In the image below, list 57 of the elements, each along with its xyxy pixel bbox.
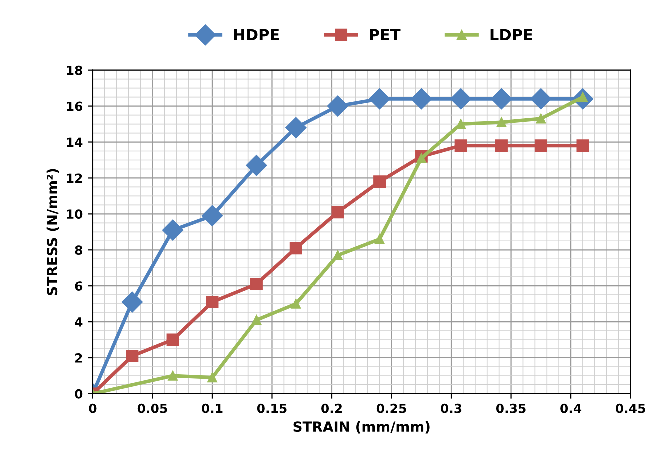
x-tick-label: 0.05: [138, 404, 168, 414]
y-tick-label: 0: [75, 389, 83, 399]
x-tick-label: 0.25: [376, 404, 406, 414]
y-tick-label: 14: [67, 138, 83, 148]
legend-label: LDPE: [490, 29, 532, 40]
point: [333, 250, 343, 260]
x-tick-label: 0.35: [496, 404, 526, 414]
point: [495, 140, 508, 152]
point: [534, 140, 548, 152]
y-tick-label: 6: [75, 282, 83, 292]
point: [416, 154, 426, 164]
point: [122, 292, 143, 313]
point: [491, 88, 512, 110]
y-tick-label: 16: [67, 102, 83, 112]
legend-label: PET: [370, 29, 401, 40]
point: [252, 315, 262, 326]
point: [166, 334, 180, 346]
y-axis-title: STRESS (N/mm²): [46, 169, 60, 296]
x-tick-label: 0.4: [560, 404, 582, 414]
point: [456, 119, 466, 130]
point: [332, 206, 344, 219]
x-tick-label: 0: [89, 404, 97, 414]
point: [206, 296, 219, 309]
point: [411, 88, 432, 110]
point: [450, 88, 472, 110]
point: [530, 88, 552, 110]
point: [327, 96, 348, 117]
x-tick-label: 0.2: [322, 404, 342, 414]
y-tick-label: 4: [75, 318, 83, 327]
y-tick-label: 8: [75, 246, 82, 256]
point: [250, 278, 263, 291]
x-axis-title: STRAIN (mm/mm): [294, 421, 430, 434]
point: [126, 350, 139, 362]
point: [374, 176, 386, 188]
point: [454, 140, 468, 152]
point: [576, 140, 590, 152]
point: [291, 299, 302, 309]
x-tick-label: 0.15: [257, 404, 287, 414]
x-tick-label: 0.1: [202, 404, 223, 414]
point: [246, 155, 268, 176]
y-tick-label: 2: [76, 353, 82, 363]
y-tick-label: 10: [67, 210, 83, 220]
point: [536, 114, 546, 124]
point: [168, 371, 178, 381]
point: [286, 117, 307, 138]
point: [290, 242, 302, 255]
point: [202, 205, 223, 226]
y-tick-label: 18: [67, 66, 82, 76]
point: [208, 372, 218, 383]
legend-label: HDPE: [234, 29, 280, 40]
point: [162, 220, 184, 241]
x-tick-label: 0.45: [616, 404, 646, 414]
y-tick-label: 12: [67, 174, 82, 183]
point: [369, 88, 390, 110]
point: [374, 234, 385, 244]
point: [496, 118, 507, 128]
x-tick-label: 0.3: [441, 404, 462, 414]
